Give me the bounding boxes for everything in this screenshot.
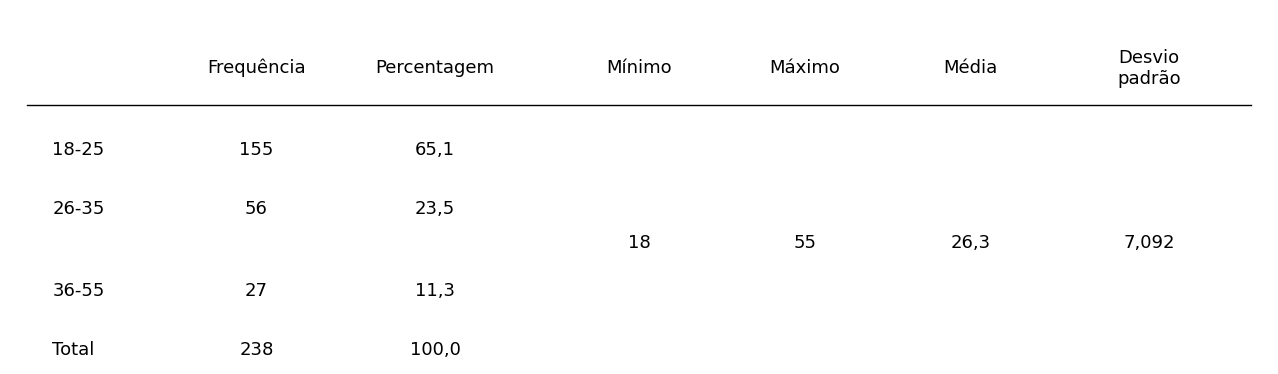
Text: Média: Média (943, 59, 998, 77)
Text: Máximo: Máximo (769, 59, 840, 77)
Text: Total: Total (52, 341, 95, 359)
Text: 36-55: 36-55 (52, 282, 105, 300)
Text: 55: 55 (794, 234, 817, 252)
Text: Mínimo: Mínimo (606, 59, 672, 77)
Text: Frequência: Frequência (207, 59, 305, 77)
Text: 11,3: 11,3 (415, 282, 455, 300)
Text: 26,3: 26,3 (951, 234, 990, 252)
Text: 18: 18 (627, 234, 651, 252)
Text: 18-25: 18-25 (52, 141, 105, 159)
Text: 23,5: 23,5 (415, 200, 455, 218)
Text: 27: 27 (245, 282, 268, 300)
Text: 238: 238 (239, 341, 273, 359)
Text: 100,0: 100,0 (409, 341, 460, 359)
Text: 26-35: 26-35 (52, 200, 105, 218)
Text: 65,1: 65,1 (415, 141, 455, 159)
Text: 7,092: 7,092 (1123, 234, 1174, 252)
Text: 56: 56 (245, 200, 268, 218)
Text: Percentagem: Percentagem (376, 59, 495, 77)
Text: Desvio
padrão: Desvio padrão (1117, 49, 1181, 88)
Text: 155: 155 (239, 141, 273, 159)
